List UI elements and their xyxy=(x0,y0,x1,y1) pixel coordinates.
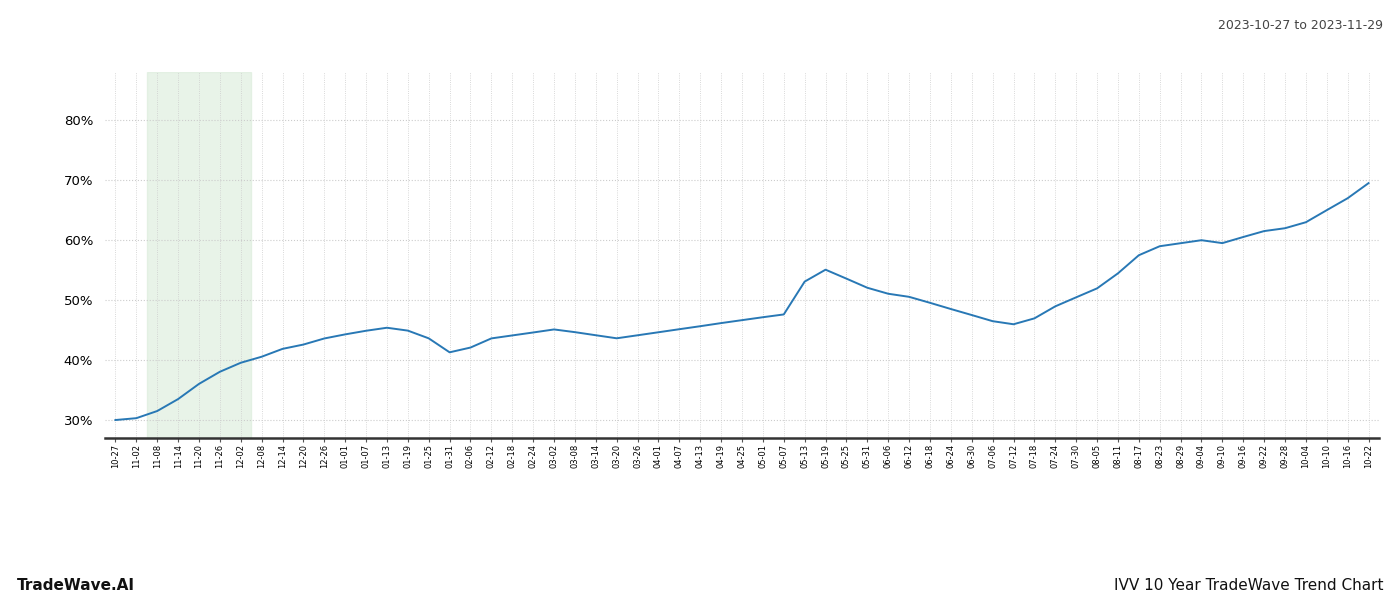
Bar xyxy=(147,72,251,438)
Text: 2023-10-27 to 2023-11-29: 2023-10-27 to 2023-11-29 xyxy=(1218,19,1383,32)
Text: IVV 10 Year TradeWave Trend Chart: IVV 10 Year TradeWave Trend Chart xyxy=(1114,578,1383,593)
Text: TradeWave.AI: TradeWave.AI xyxy=(17,578,134,593)
